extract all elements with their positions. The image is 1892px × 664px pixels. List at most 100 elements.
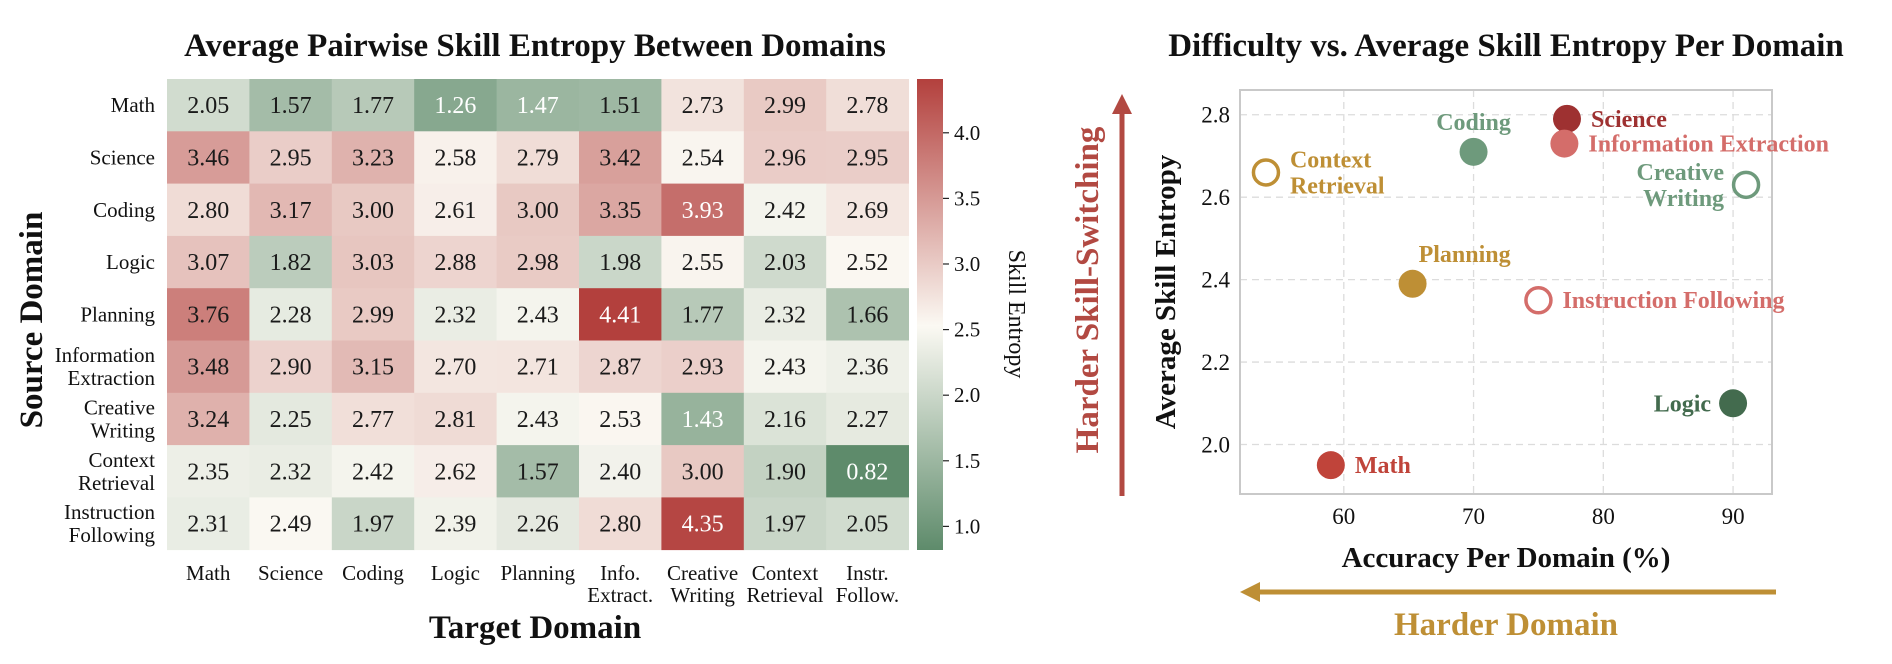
column-label: Retrieval [747,583,824,607]
heatmap-cell [826,497,909,551]
heatmap-cell [743,445,827,498]
column-label: Logic [431,561,480,585]
heatmap-cell-value: 2.40 [599,459,641,485]
heatmap-cell [579,340,662,394]
point-logic [1719,389,1748,418]
column-label: Creative [667,561,738,585]
row-label: Writing [91,418,156,442]
heatmap-cell [414,235,497,289]
colorbar-tick-label: 3.5 [954,186,980,210]
heatmap-cell [661,131,745,184]
heatmap-cell [826,79,909,132]
heatmap-cell-value: 2.49 [270,512,312,538]
heatmap-cell [414,79,497,132]
heatmap-cell [496,131,580,184]
heatmap-cell [826,131,909,184]
heatmap-cell-value: 2.79 [517,145,559,171]
heatmap-cell [826,183,909,237]
heatmap-cell-value: 2.93 [682,355,724,381]
heatmap-cell-value: 1.26 [434,93,476,119]
column-label: Science [258,561,323,585]
row-label: Following [69,523,156,547]
row-label: Coding [93,198,155,222]
harder-domain-label: Harder Domain [1394,607,1618,643]
heatmap-cell-value: 2.70 [434,355,476,381]
heatmap-cell-value: 2.43 [517,302,559,328]
heatmap-cell-value: 2.32 [764,302,806,328]
heatmap-cell-value: 2.31 [187,512,229,538]
heatmap-cell [579,497,662,551]
heatmap-cell [414,392,497,446]
heatmap-cell-value: 3.23 [352,145,394,171]
heatmap-cell-value: 2.43 [517,407,559,433]
heatmap-cell-value: 4.35 [682,512,724,538]
scatter-y-axis-title: Average Skill Entropy [1150,154,1182,429]
row-label: Context [89,448,156,472]
heatmap-cell [579,392,662,446]
column-label: Coding [342,561,404,585]
row-label: Science [90,145,155,169]
heatmap-cell-value: 2.42 [764,198,806,224]
heatmap-row-labels: Math Science Coding Logic Planning Informatio… [55,93,156,547]
y-tick-label: 2.6 [1201,185,1230,210]
column-label: Extract. [587,583,653,607]
heatmap-cell-value: 2.71 [517,355,559,381]
point-science [1552,104,1581,133]
colorbar [917,79,943,550]
point-label-context-retrieval: Context [1290,147,1371,173]
colorbar-label: Skill Entropy [1003,250,1029,379]
row-label: Information [55,343,156,367]
row-label: Creative [84,395,155,419]
row-label: Logic [106,250,155,274]
heatmap-cell-value: 1.57 [517,459,559,485]
point-context-retrieval [1251,158,1281,187]
heatmap-cell [331,392,415,446]
heatmap-cell-value: 3.46 [187,145,229,171]
heatmap-cell [496,497,580,551]
heatmap-cell-value: 2.98 [517,250,559,276]
heatmap-cell-value: 4.41 [599,302,641,328]
heatmap-cell [331,183,415,237]
y-tick-label: 2.2 [1201,350,1230,375]
scatter-x-axis-title: Accuracy Per Domain (%) [1342,542,1671,574]
heatmap-cell [661,445,745,498]
heatmap-cell-value: 2.55 [682,250,724,276]
heatmap-cell [661,497,745,551]
heatmap-cell [414,340,497,394]
heatmap-cell [331,235,415,289]
x-tick-label: 90 [1722,504,1745,529]
heatmap-cell-value: 3.48 [187,355,229,381]
heatmap-cell [496,183,580,237]
heatmap-cell [743,497,827,551]
heatmap-cell-value: 2.36 [846,355,888,381]
heatmap-cell [826,445,909,498]
heatmap-cell [167,445,250,498]
heatmap-column-labels: Math Science Coding Logic Planning Info.Extra… [186,561,899,607]
heatmap-cell [496,288,580,341]
heatmap-cell [826,235,909,289]
heatmap-cell [249,79,333,132]
heatmap-cell [414,445,497,498]
heatmap-cell-value: 1.77 [682,302,724,328]
heatmap-cell-value: 2.88 [434,250,476,276]
heatmap-cell-value: 2.61 [434,198,476,224]
heatmap-cell [414,131,497,184]
heatmap-cell-value: 2.32 [434,302,476,328]
heatmap-cell-value: 2.99 [352,302,394,328]
point-label-science: Science [1591,107,1667,133]
heatmap-cell-value: 2.95 [270,145,312,171]
row-label: Retrieval [78,471,155,495]
heatmap-cell-value: 2.58 [434,145,476,171]
heatmap-cell-value: 2.26 [517,512,559,538]
heatmap-cell [496,392,580,446]
point-label-information-extraction: Information Extraction [1588,132,1829,158]
heatmap-cell-value: 2.32 [270,459,312,485]
heatmap-cell [249,183,333,237]
heatmap-cell [743,183,827,237]
heatmap-cell [414,183,497,237]
heatmap-cell [249,340,333,394]
heatmap-cell [331,497,415,551]
heatmap-cell [167,183,250,237]
heatmap-cell-value: 1.43 [682,407,724,433]
scatter-tick-labels: 60 70 80 90 2.0 2.2 2.4 2.6 2.8 [1201,103,1744,529]
